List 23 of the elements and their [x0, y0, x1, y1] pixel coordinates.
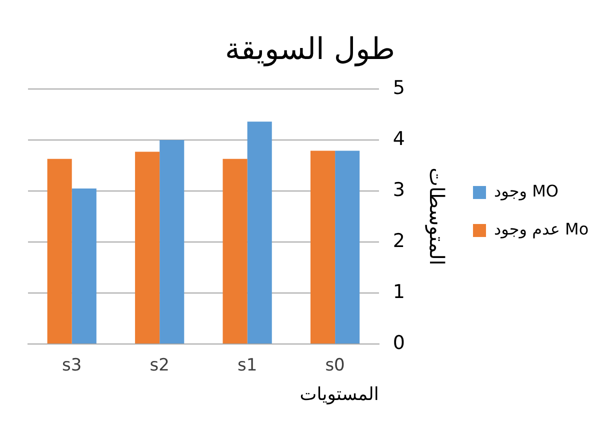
- y-tick-label: 5: [392, 76, 406, 99]
- bar: [135, 152, 160, 344]
- y-tick-label: 1: [392, 280, 406, 303]
- x-tick-label: s1: [237, 356, 258, 376]
- y-tick-label: 0: [392, 332, 406, 354]
- y-tick-label: 2: [392, 230, 406, 252]
- legend-label: عدم وجود Mo: [494, 220, 589, 239]
- y-tick-label: 3: [392, 178, 406, 201]
- bar: [310, 150, 336, 344]
- y-tick-label: 4: [392, 128, 406, 150]
- legend-label: وجود MO: [494, 182, 558, 201]
- bar: [160, 140, 184, 344]
- bar: [72, 188, 96, 344]
- x-tick-label: s0: [325, 356, 345, 376]
- x-tick-label: s3: [62, 356, 82, 376]
- x-tick-label: s2: [150, 356, 170, 376]
- chart-title: طول السويقة: [224, 32, 396, 67]
- bar: [247, 122, 272, 344]
- bar: [222, 158, 248, 344]
- bar: [47, 158, 72, 344]
- y-axis-title: المتوسطات: [424, 168, 449, 266]
- x-axis-title: المستويات: [300, 384, 379, 405]
- bar: [335, 150, 360, 344]
